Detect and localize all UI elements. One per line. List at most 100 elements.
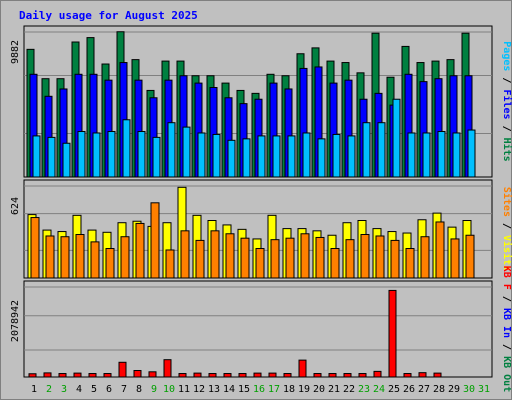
bar-pages-day-14 [227, 139, 236, 178]
bar-pages-day-2 [47, 136, 56, 178]
legend-part-hits-files-pages-0: Pages [501, 41, 512, 71]
bar-kbf-day-20 [313, 373, 322, 378]
bar-kbf-day-2 [43, 372, 52, 378]
bar-sites-day-3 [60, 236, 70, 279]
bar-pages-day-11 [182, 126, 191, 178]
x-tick-day-20: 20 [313, 384, 325, 395]
x-tick-day-21: 21 [328, 384, 340, 395]
bar-sites-day-21 [330, 248, 340, 279]
bar-pages-day-24 [377, 122, 386, 178]
bar-pages-day-1 [32, 135, 41, 178]
legend-part-hits-files-pages-4: Hits [501, 138, 512, 162]
bar-pages-day-9 [152, 136, 161, 178]
bar-sites-day-10 [165, 249, 175, 279]
bar-sites-day-23 [360, 234, 370, 279]
bar-kbf-day-23 [358, 373, 367, 378]
bar-kbf-day-6 [103, 373, 112, 378]
x-tick-day-9: 9 [151, 384, 157, 395]
bar-kbf-day-21 [328, 373, 337, 378]
legend-part-kbytes-2: KB In [501, 308, 512, 338]
panel-kbytes [23, 280, 493, 378]
bar-kbf-day-26 [403, 373, 412, 378]
bar-pages-day-21 [332, 133, 341, 178]
bar-sites-day-8 [135, 222, 145, 279]
bar-sites-day-15 [240, 237, 250, 279]
x-tick-day-12: 12 [193, 384, 205, 395]
x-tick-day-30: 30 [463, 384, 475, 395]
bar-sites-day-5 [90, 241, 100, 279]
x-tick-day-16: 16 [253, 384, 265, 395]
bar-pages-day-7 [122, 119, 131, 178]
bar-pages-day-29 [452, 132, 461, 178]
bar-sites-day-14 [225, 233, 235, 279]
x-tick-day-22: 22 [343, 384, 355, 395]
x-tick-day-5: 5 [91, 384, 97, 395]
bar-sites-day-16 [255, 248, 265, 279]
bar-pages-day-19 [302, 132, 311, 178]
bar-pages-day-10 [167, 122, 176, 178]
bar-sites-day-25 [390, 239, 400, 279]
chart-title: Daily usage for August 2025 [19, 9, 198, 22]
bar-pages-day-22 [347, 135, 356, 178]
bar-kbf-day-19 [298, 359, 307, 378]
x-tick-day-1: 1 [31, 384, 37, 395]
bar-kbf-day-9 [148, 371, 157, 378]
bar-pages-day-17 [272, 135, 281, 178]
x-tick-day-24: 24 [373, 384, 385, 395]
bar-sites-day-13 [210, 230, 220, 279]
bar-sites-day-4 [75, 234, 85, 279]
bar-pages-day-12 [197, 132, 206, 178]
ymax-label-visits-sites: 624 [10, 197, 21, 215]
bar-pages-day-26 [407, 132, 416, 178]
bar-kbf-day-7 [118, 361, 127, 378]
bar-pages-day-15 [242, 138, 251, 178]
bar-kbf-day-16 [253, 372, 262, 378]
bar-sites-day-28 [435, 221, 445, 279]
bar-sites-day-11 [180, 230, 190, 279]
bar-sites-day-2 [45, 235, 55, 279]
bar-pages-day-16 [257, 135, 266, 178]
legend-label-hits-files-pages: Pages / Files / Hits [501, 41, 512, 161]
bar-pages-day-5 [92, 132, 101, 178]
bar-pages-day-4 [77, 131, 86, 178]
bar-kbf-day-4 [73, 372, 82, 378]
bar-kbf-day-12 [193, 372, 202, 378]
x-tick-day-14: 14 [223, 384, 235, 395]
bar-sites-day-19 [300, 233, 310, 279]
x-tick-day-4: 4 [76, 384, 82, 395]
bar-sites-day-29 [450, 238, 460, 279]
bar-kbf-day-18 [283, 373, 292, 378]
legend-label-visits-sites: Sites / Visits [501, 187, 512, 271]
bar-sites-day-27 [420, 236, 430, 279]
bar-sites-day-20 [315, 236, 325, 279]
x-tick-day-7: 7 [121, 384, 127, 395]
bar-pages-day-23 [362, 122, 371, 178]
x-tick-day-27: 27 [418, 384, 430, 395]
bar-pages-day-30 [467, 129, 476, 178]
bar-kbf-day-10 [163, 359, 172, 378]
bar-pages-day-28 [437, 131, 446, 178]
legend-part-kbytes-0: KB F [501, 266, 512, 290]
bar-kbf-day-14 [223, 373, 232, 378]
bar-kbf-day-8 [133, 370, 142, 378]
bar-sites-day-22 [345, 239, 355, 279]
x-tick-day-6: 6 [106, 384, 112, 395]
x-tick-day-23: 23 [358, 384, 370, 395]
bar-pages-day-27 [422, 132, 431, 178]
bar-sites-day-30 [465, 234, 475, 279]
x-tick-day-26: 26 [403, 384, 415, 395]
legend-part-kbytes-3: / [501, 338, 512, 356]
bar-kbf-day-27 [418, 372, 427, 378]
bar-pages-day-13 [212, 133, 221, 178]
bar-sites-day-18 [285, 237, 295, 279]
legend-part-visits-sites-0: Sites [501, 187, 512, 217]
bar-pages-day-25 [392, 98, 401, 178]
bar-sites-day-9 [150, 202, 160, 279]
legend-label-kbytes: KB F / KB In / KB Out [501, 266, 512, 392]
bar-pages-day-18 [287, 135, 296, 178]
bar-pages-day-3 [62, 142, 71, 178]
bar-kbf-day-13 [208, 373, 217, 378]
x-tick-day-10: 10 [163, 384, 175, 395]
bar-pages-day-20 [317, 138, 326, 178]
bar-sites-day-24 [375, 235, 385, 279]
